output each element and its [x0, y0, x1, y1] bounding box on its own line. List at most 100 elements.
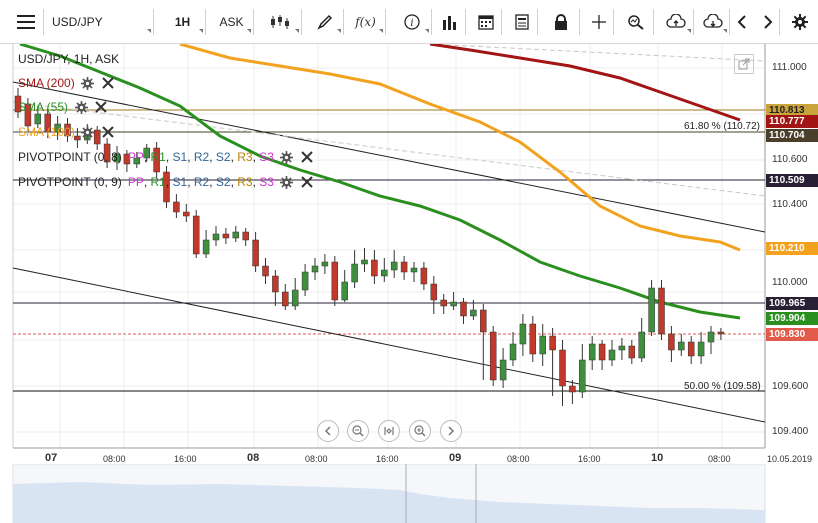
download-button[interactable]: [696, 9, 730, 35]
pivot-level: S2: [215, 150, 231, 164]
zoom-button[interactable]: [618, 9, 654, 35]
gear-icon[interactable]: [280, 175, 294, 189]
legend-sma100[interactable]: SMA (100): [18, 123, 115, 141]
candle-bear: [14, 95, 22, 113]
gear-icon[interactable]: [280, 150, 294, 164]
time-label: 08: [247, 452, 260, 464]
settings-button[interactable]: [786, 9, 814, 35]
candle-bull: [212, 233, 220, 241]
price-tick: 110.000: [772, 277, 808, 288]
price-chart[interactable]: USD/JPY, 1H, ASK SMA (200) SMA (55) SMA …: [0, 44, 818, 523]
zoom-in-button[interactable]: [409, 420, 431, 442]
scroll-left-button[interactable]: [730, 9, 754, 35]
candle-bear: [440, 299, 447, 307]
candle-bear: [103, 143, 111, 163]
legend-sma55[interactable]: SMA (55): [18, 98, 108, 116]
indicators-button[interactable]: f(x): [346, 9, 386, 35]
lock-button[interactable]: [542, 9, 580, 35]
candle-bull: [519, 323, 527, 345]
chevron-right-icon: [763, 15, 772, 29]
draw-tool-button[interactable]: [306, 9, 344, 35]
pivot-level: PP: [127, 175, 144, 189]
pivot-level: R1: [150, 150, 166, 164]
pivot2-label: PIVOTPOINT (0, 9): [18, 175, 122, 189]
gear-icon[interactable]: [81, 76, 95, 90]
menu-icon[interactable]: [8, 9, 44, 35]
legend-pivot-1[interactable]: PIVOTPOINT (0, 8) PP, R1, S1, R2, S2, R3…: [18, 148, 314, 166]
candle-bear: [371, 259, 378, 277]
close-icon[interactable]: [300, 175, 314, 189]
chart-type-button[interactable]: [258, 9, 302, 35]
candle-bear: [430, 283, 438, 301]
upload-button[interactable]: [658, 9, 694, 35]
legend-pivot-2[interactable]: PIVOTPOINT (0, 9) PP, R1, S1, R2, S2, R3…: [18, 173, 314, 191]
bar-chart-icon: [442, 16, 456, 30]
candle-bear: [44, 113, 51, 133]
sma200-label: SMA (200): [18, 76, 75, 90]
candle-bear: [529, 323, 537, 355]
close-icon[interactable]: [101, 76, 115, 90]
time-label: 09: [449, 452, 462, 464]
timeframe-selector[interactable]: 1H: [160, 9, 206, 35]
pivot-level: R3: [237, 175, 253, 189]
gear-icon[interactable]: [74, 100, 88, 114]
cloud-download-icon: [702, 14, 723, 28]
candle-bear: [460, 301, 467, 317]
time-label: 10: [651, 452, 664, 464]
chart-canvas[interactable]: [0, 44, 818, 523]
chevron-down-icon: [247, 29, 251, 33]
chevron-down-icon: [723, 29, 727, 33]
time-label: 08:00: [507, 454, 530, 464]
close-icon[interactable]: [101, 125, 115, 139]
expand-icon[interactable]: [734, 54, 754, 74]
price-tag-110509: 110.509: [766, 174, 818, 187]
calendar-button[interactable]: [470, 9, 502, 35]
legend-sma200[interactable]: SMA (200): [18, 74, 115, 92]
close-icon[interactable]: [300, 150, 314, 164]
report-button[interactable]: [506, 9, 538, 35]
candle-bear: [272, 275, 279, 293]
reset-zoom-button[interactable]: [378, 420, 400, 442]
price-side-selector[interactable]: ASK: [210, 9, 254, 35]
candle-bear: [400, 261, 408, 273]
symbol-selector[interactable]: USD/JPY: [46, 9, 154, 35]
candle-bull: [341, 281, 348, 301]
zoom-out-button[interactable]: [347, 420, 369, 442]
candle-bull: [381, 269, 388, 277]
candle-bull: [351, 263, 358, 283]
nav-back-button[interactable]: [317, 420, 339, 442]
sma55-line: [19, 44, 741, 320]
price-tick: 110.600: [772, 154, 808, 165]
info-button[interactable]: i: [392, 9, 432, 35]
candle-bear: [173, 201, 180, 213]
candle-bull: [291, 289, 299, 307]
price-tick: 109.600: [772, 381, 809, 392]
gear-icon[interactable]: [81, 125, 95, 139]
pivot-level: R2: [193, 150, 210, 164]
chevron-right-icon: [448, 426, 455, 436]
cloud-upload-icon: [665, 14, 686, 28]
pivot-level: S2: [215, 175, 231, 189]
time-label: 07: [45, 452, 58, 464]
crosshair-button[interactable]: [584, 9, 614, 35]
function-icon: f(x): [355, 15, 376, 29]
nav-forward-button[interactable]: [440, 420, 462, 442]
info-icon: i: [403, 14, 420, 30]
price-tag-110777: 110.777: [766, 115, 818, 128]
volume-button[interactable]: [434, 9, 466, 35]
close-icon[interactable]: [94, 100, 108, 114]
price-tick: 111.000: [772, 62, 807, 73]
price-tag-110210: 110.210: [766, 242, 818, 255]
navigator-strip[interactable]: [0, 464, 818, 523]
candle-bear: [282, 291, 289, 307]
crosshair-icon: [591, 15, 606, 29]
candle-bear: [658, 287, 665, 335]
scroll-right-button[interactable]: [756, 9, 780, 35]
candle-bear: [262, 265, 269, 277]
time-label: 08:00: [103, 454, 126, 464]
candle-bull: [202, 239, 210, 255]
sma200-line: [429, 44, 741, 122]
time-label: 16:00: [578, 454, 601, 464]
fib-618-label: 61.80 % (110.72): [684, 121, 760, 132]
chart-title: USD/JPY, 1H, ASK: [18, 50, 119, 68]
